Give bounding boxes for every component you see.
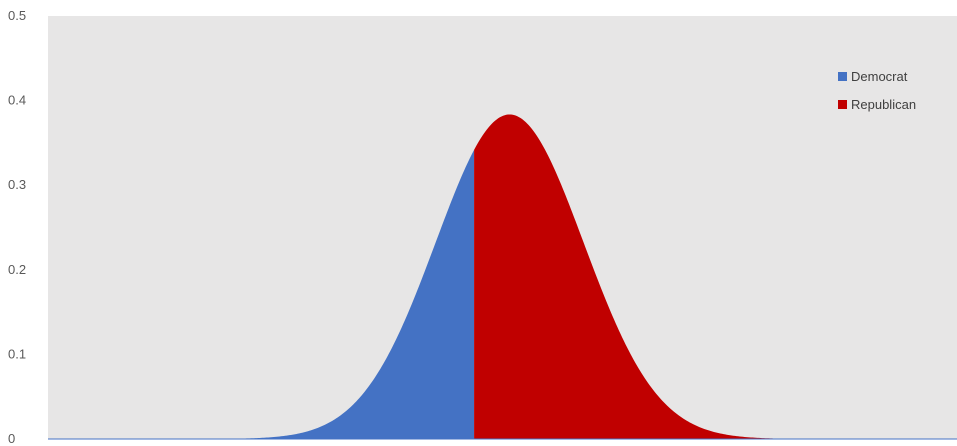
legend-label-republican: Republican (851, 97, 916, 112)
y-tick-label: 0.2 (8, 262, 26, 277)
y-tick-label: 0.5 (8, 8, 26, 23)
y-axis: 0 0.1 0.2 0.3 0.4 0.5 (8, 8, 26, 446)
area-republican (474, 114, 957, 439)
areas (48, 114, 957, 439)
y-tick-label: 0.4 (8, 93, 26, 108)
y-tick-label: 0 (8, 431, 15, 446)
legend-swatch-republican (838, 100, 847, 109)
area-democrat (48, 149, 475, 439)
legend-label-democrat: Democrat (851, 69, 908, 84)
y-tick-label: 0.3 (8, 177, 26, 192)
legend-swatch-democrat (838, 72, 847, 81)
legend: Democrat Republican (838, 69, 916, 112)
y-tick-label: 0.1 (8, 346, 26, 361)
